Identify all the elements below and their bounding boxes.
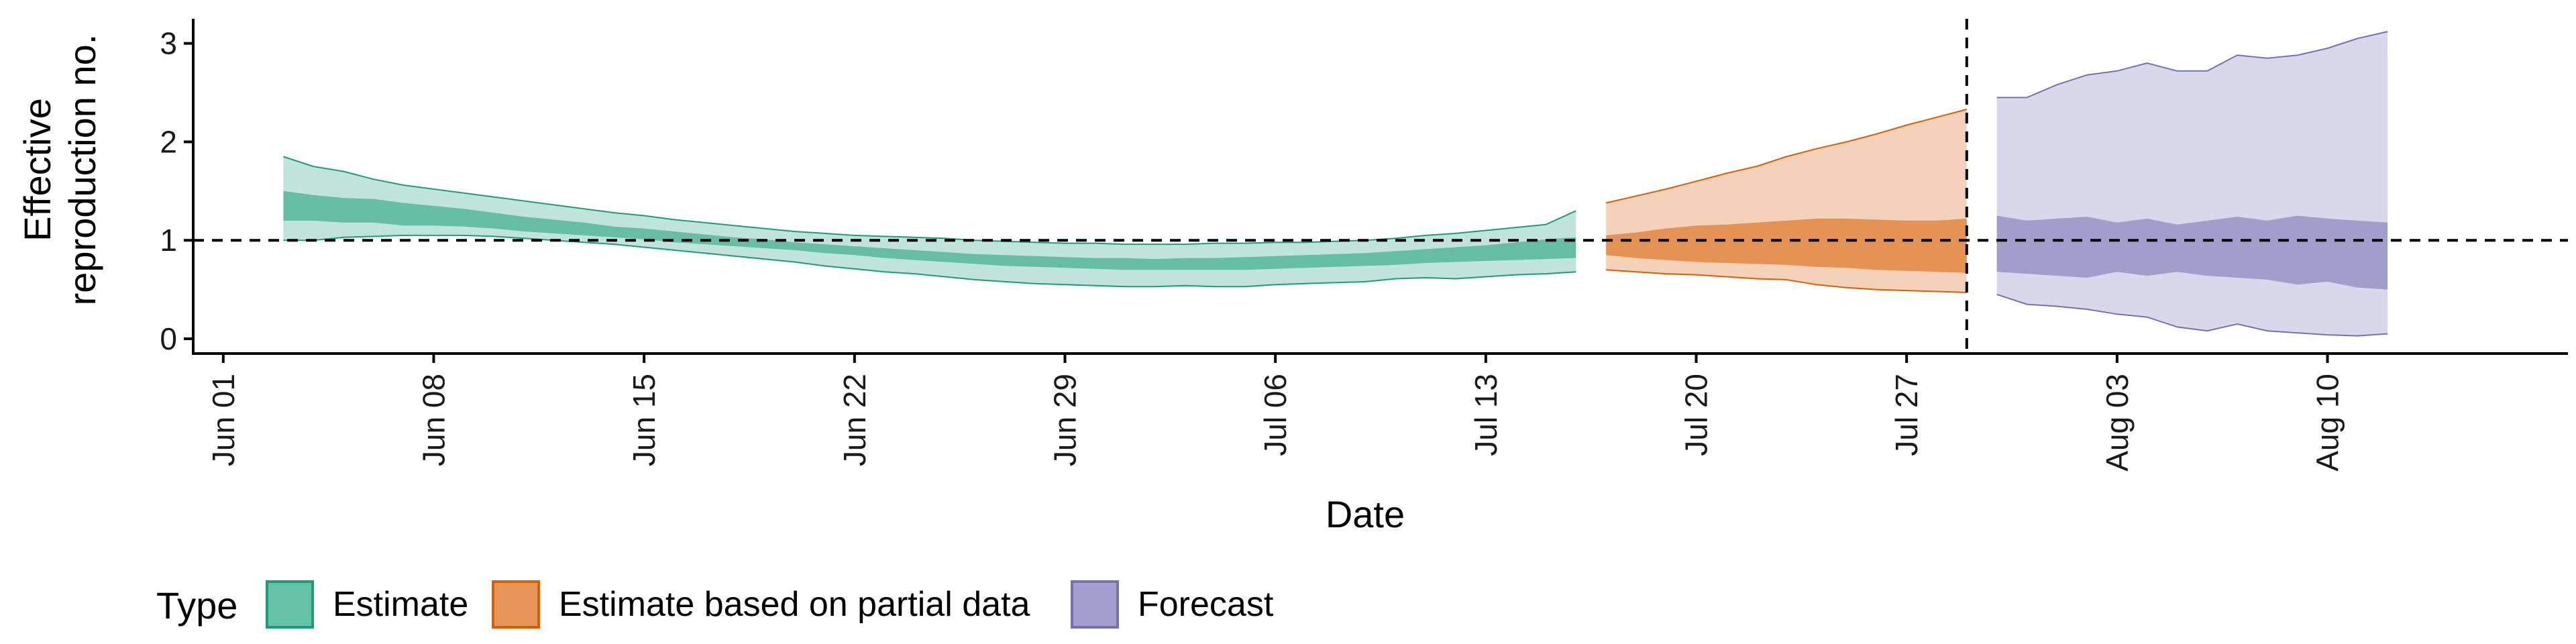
- y-tick-label: 0: [160, 321, 177, 356]
- x-tick-label: Jul 06: [1258, 374, 1293, 456]
- legend-title: Type: [156, 584, 237, 627]
- band-90-forecast: [1996, 32, 2388, 336]
- x-tick-label: Jun 01: [206, 374, 241, 466]
- x-tick-label: Aug 03: [2100, 374, 2135, 472]
- legend-key-partial: [492, 580, 540, 629]
- y-tick-label: 2: [160, 124, 177, 159]
- lower-bound-line-partial: [1606, 269, 1967, 293]
- legend-key-forecast: [1071, 580, 1119, 629]
- lower-bound-line-forecast: [1996, 293, 2388, 337]
- legend-label: Forecast: [1138, 585, 1274, 624]
- upper-bound-line-forecast: [1996, 31, 2388, 99]
- y-tick-label: 1: [160, 223, 177, 258]
- y-axis-title-line-2: reproduction no.: [61, 34, 103, 306]
- legend-label: Estimate based on partial data: [559, 585, 1030, 624]
- band-90-estimate: [283, 156, 1576, 287]
- x-tick-label: Jun 22: [837, 374, 872, 466]
- axes: 0 1 2 3 Jun 01 Jun 08 Jun 15 Jun 22 Jun 29 Jul 06…: [160, 19, 2568, 472]
- x-tick-label: Aug 10: [2310, 374, 2345, 472]
- y-tick-label: 3: [160, 26, 177, 61]
- lower-bound-line-estimate: [283, 234, 1576, 288]
- x-tick-label: Jun 08: [417, 374, 451, 466]
- band-50-forecast: [1996, 215, 2388, 290]
- x-tick-label: Jun 15: [627, 374, 661, 466]
- legend-label: Estimate: [333, 585, 468, 624]
- legend: Type Estimate Estimate based on partial d…: [156, 580, 1274, 629]
- x-tick-label: Jun 29: [1048, 374, 1083, 466]
- x-tick-label: Jul 27: [1889, 374, 1924, 456]
- reference-lines: [193, 19, 2568, 354]
- band-50-partial: [1606, 218, 1967, 273]
- plot-area: [283, 31, 2388, 337]
- legend-key-estimate: [266, 580, 314, 629]
- y-axis-title-line-1: Effective: [16, 98, 58, 241]
- upper-bound-line-partial: [1605, 109, 1968, 204]
- x-tick-label: Jul 20: [1679, 374, 1714, 456]
- y-axis-title: Effective reproduction no.: [16, 34, 103, 306]
- band-50-estimate: [283, 191, 1576, 270]
- x-tick-label: Jul 13: [1468, 374, 1503, 456]
- x-axis-title: Date: [1326, 493, 1405, 535]
